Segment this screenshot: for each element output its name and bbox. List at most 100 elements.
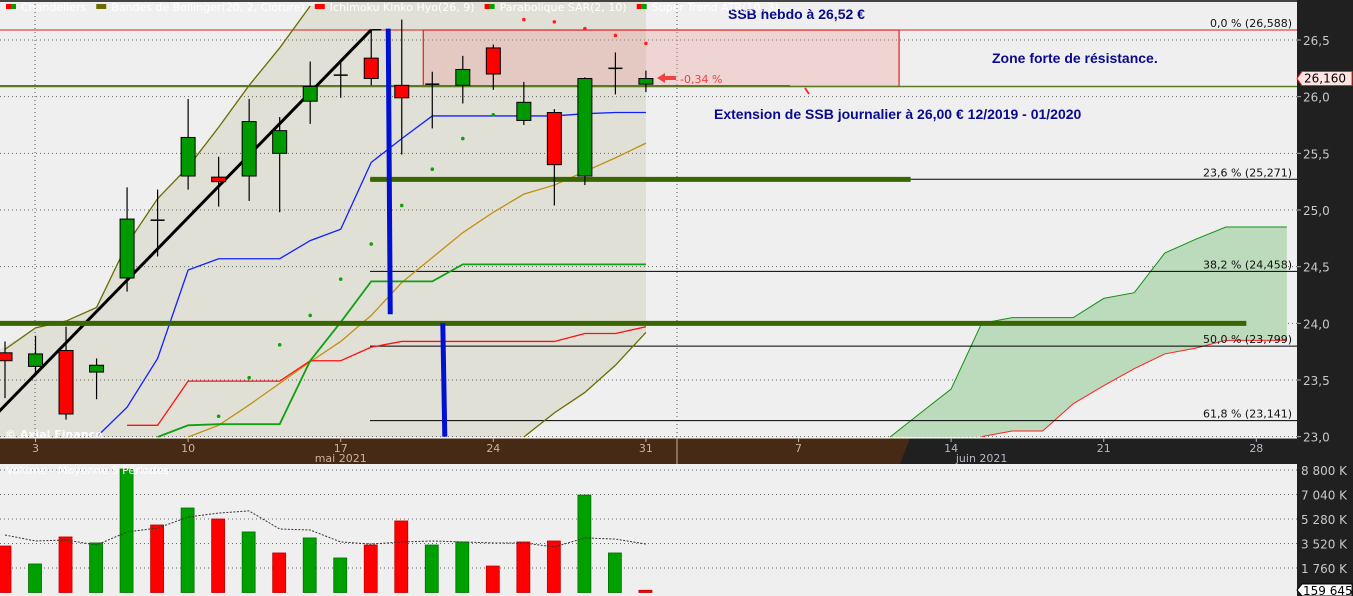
- ichimoku-cloud: [889, 226, 1287, 438]
- time-axis: 3 10 17 24 31 7 14 21 28 mai 2021 juin 2021: [0, 437, 1297, 465]
- volume-bar: [516, 541, 531, 593]
- legend-label: Parabolique SAR(2, 10): [500, 1, 627, 14]
- sar-dot: [399, 203, 404, 208]
- volume-tick-label: 3 520 K: [1301, 538, 1348, 552]
- note-ssb-journalier: Extension de SSB journalier à 26,00 € 12…: [714, 106, 1082, 122]
- time-tick-label: 21: [1097, 442, 1111, 455]
- fib-level-label: 38,2 % (24,458): [1203, 258, 1292, 271]
- volume-bar: [485, 565, 500, 593]
- candle-body: [363, 57, 379, 80]
- kijun-line: [127, 326, 647, 426]
- legend: Chandeliers Bandes de Bollinger(20, 2, Cl…: [6, 1, 779, 14]
- last-price-marker: [1296, 71, 1353, 87]
- legend-swatch: [11, 4, 16, 9]
- time-axis-past: [0, 438, 910, 464]
- last-volume-marker: [1296, 583, 1353, 596]
- vertical-mark: [385, 28, 393, 315]
- price-tick-label: 26,0: [1303, 91, 1330, 105]
- candle-body: [516, 101, 532, 121]
- sar-dot: [522, 17, 526, 22]
- sar-dot: [308, 313, 313, 318]
- top-border: [0, 0, 1297, 2]
- candle-body: [302, 85, 318, 102]
- price-tick-label: 24,5: [1303, 261, 1330, 275]
- marker-dash: [804, 87, 810, 95]
- price-axis-labels: 26,5 26,0 25,5 25,0 24,5 24,0 23,5 23,0 26,160: [1296, 34, 1353, 445]
- volume-background: [0, 464, 1297, 596]
- time-tick-label: 24: [486, 442, 500, 455]
- price-tick-label: 24,0: [1303, 317, 1330, 331]
- annotations: SSB hebdo à 26,52 € Zone forte de résist…: [657, 6, 1158, 122]
- price-axis[interactable]: [1297, 0, 1353, 596]
- last-volume-label: 159 645: [1303, 584, 1353, 596]
- volume-tick-label: 7 040 K: [1301, 489, 1348, 503]
- bollinger-band-fill: [0, 0, 646, 437]
- time-tick-label: 28: [1249, 442, 1263, 455]
- vertical-mark: [440, 323, 448, 437]
- arrow-left-icon: [657, 73, 676, 83]
- sar-dot: [583, 26, 587, 31]
- volume-bar: [546, 540, 561, 593]
- sar-dot: [552, 20, 557, 24]
- candle-body: [0, 352, 13, 362]
- fib-level-label: 23,6 % (25,271): [1203, 166, 1292, 179]
- volume-bar: [424, 544, 439, 593]
- legend-swatch: [96, 4, 107, 9]
- sar-dot: [277, 343, 282, 347]
- volume-bar: [638, 589, 653, 593]
- time-tick-label: 14: [944, 442, 958, 455]
- senkou-span-b: [981, 339, 1287, 438]
- bollinger-fill: [0, 0, 646, 437]
- time-month-label: mai 2021: [315, 452, 367, 465]
- time-tick-label: 31: [639, 442, 653, 455]
- last-price-label: 26,160: [1304, 72, 1346, 86]
- candle-body: [485, 47, 501, 75]
- candle-body: [180, 136, 196, 177]
- legend-swatch: [489, 4, 495, 9]
- bollinger-lower: [523, 331, 647, 438]
- volume-bar: [211, 518, 226, 593]
- senkou-span-a: [889, 226, 1287, 438]
- note-resistance-zone: Zone forte de résistance.: [992, 50, 1158, 66]
- kumo-fill: [890, 226, 1287, 437]
- sar-dot: [491, 112, 496, 117]
- price-tick-label: 25,5: [1303, 147, 1330, 161]
- volume-bar: [58, 536, 73, 593]
- time-tick-label: 3: [32, 442, 39, 455]
- time-tick-label: 10: [181, 442, 195, 455]
- price-tick-label: 23,0: [1303, 431, 1330, 445]
- candle-body: [241, 121, 257, 177]
- volume-bars: [0, 468, 653, 593]
- legend-label: Chandeliers: [21, 1, 87, 14]
- volume-bar: [272, 552, 287, 593]
- volume-bar: [119, 468, 134, 593]
- candle-body: [638, 78, 654, 85]
- volume-bar: [28, 563, 42, 593]
- price-tick-label: 23,5: [1303, 374, 1330, 388]
- sar-dot: [338, 277, 343, 281]
- drawings: [0, 28, 1297, 437]
- sar-dot: [216, 414, 221, 419]
- volume-bar: [89, 542, 103, 593]
- candle-body: [28, 353, 44, 367]
- time-tick-label: 17: [334, 442, 348, 455]
- volume-tick-label: 1 760 K: [1301, 562, 1348, 576]
- candle-body: [455, 68, 471, 86]
- candlesticks: [0, 19, 654, 420]
- volume-bar: [577, 494, 592, 593]
- candle-body: [89, 364, 105, 373]
- volume-tick-label: 5 280 K: [1301, 513, 1348, 527]
- time-month-label: juin 2021: [955, 452, 1008, 465]
- volume-moving-average: [4, 510, 647, 548]
- candle-body: [394, 84, 410, 99]
- candle-body: [577, 78, 593, 177]
- legend-swatch: [6, 4, 11, 9]
- volume-bar: [455, 541, 470, 593]
- change-percent: -0,34 %: [680, 73, 722, 86]
- volume-bar: [333, 557, 348, 593]
- volume-bar: [150, 524, 165, 593]
- volume-bar: [180, 507, 195, 593]
- volume-bar: [241, 531, 256, 593]
- legend-swatch: [636, 4, 642, 9]
